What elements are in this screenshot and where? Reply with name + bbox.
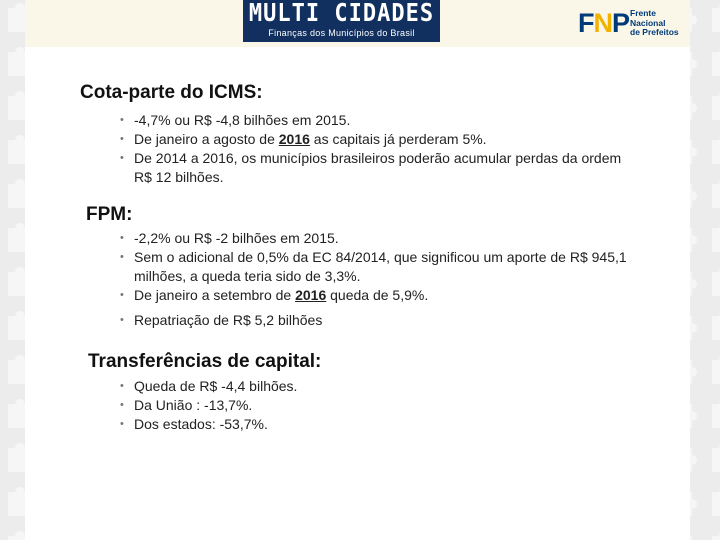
list-item: Da União : -13,7%.: [118, 396, 638, 415]
fnp-line: de Prefeitos: [630, 27, 679, 37]
bullet-text: De 2014 a 2016, os municípios brasileiro…: [134, 150, 622, 185]
fnp-letter-p: P: [612, 8, 630, 38]
bullet-text: queda de 5,9%.: [326, 287, 429, 303]
logo-title: MULTI CIDADES: [248, 0, 435, 28]
list-item: Repatriação de R$ 5,2 bilhões: [118, 311, 643, 330]
fnp-letter-f: F: [578, 8, 594, 38]
fnp-letter-n: N: [593, 8, 613, 38]
list-item: Queda de R$ -4,4 bilhões.: [118, 377, 638, 396]
multi-cidades-logo: MULTI CIDADES Finanças dos Municípios do…: [243, 0, 440, 42]
bullet-text: De janeiro a agosto de: [134, 131, 279, 147]
bullet-text: Queda de R$ -4,4 bilhões.: [134, 378, 298, 394]
bullet-underlined-year: 2016: [295, 287, 327, 303]
bullet-text: De janeiro a setembro de: [134, 287, 296, 303]
icms-bullet-list: -4,7% ou R$ -4,8 bilhões em 2015. De jan…: [118, 111, 638, 187]
list-item: -2,2% ou R$ -2 bilhões em 2015.: [118, 229, 643, 248]
list-item: -4,7% ou R$ -4,8 bilhões em 2015.: [118, 111, 638, 130]
fpm-bullet-list: -2,2% ou R$ -2 bilhões em 2015. Sem o ad…: [118, 229, 643, 330]
bullet-text: -2,2% ou R$ -2 bilhões em 2015.: [134, 230, 339, 246]
fnp-line: Nacional: [630, 17, 666, 28]
fnp-logo: FNP Frente Nacional de Prefeitos: [578, 6, 688, 40]
bullet-text: -4,7% ou R$ -4,8 bilhões em 2015.: [134, 112, 351, 128]
section-heading-icms: Cota-parte do ICMS:: [80, 82, 263, 103]
logo-subtitle: Finanças dos Municípios do Brasil: [268, 28, 415, 38]
section-heading-transferencias: Transferências de capital:: [88, 351, 322, 372]
fnp-name: Frente Nacional de Prefeitos: [630, 8, 679, 38]
bullet-underlined-year: 2016: [278, 131, 310, 147]
bullet-text: Dos estados: -53,7%.: [134, 416, 268, 432]
list-item: De janeiro a setembro de 2016 queda de 5…: [118, 286, 643, 305]
list-item: Dos estados: -53,7%.: [118, 415, 638, 434]
bullet-text: as capitais já perderam 5%.: [309, 131, 487, 147]
bullet-text: Sem o adicional de 0,5% da EC 84/2014, q…: [134, 249, 627, 284]
bullet-text: Da União : -13,7%.: [134, 397, 253, 413]
list-item: Sem o adicional de 0,5% da EC 84/2014, q…: [118, 248, 643, 286]
fnp-letters: FNP: [578, 6, 630, 40]
list-item: De janeiro a agosto de 2016 as capitais …: [118, 130, 638, 149]
bullet-text: Repatriação de R$ 5,2 bilhões: [134, 312, 323, 328]
fnp-line: Frente: [630, 8, 656, 18]
list-item: De 2014 a 2016, os municípios brasileiro…: [118, 149, 638, 187]
transferencias-bullet-list: Queda de R$ -4,4 bilhões. Da União : -13…: [118, 377, 638, 434]
section-heading-fpm: FPM:: [86, 204, 133, 225]
